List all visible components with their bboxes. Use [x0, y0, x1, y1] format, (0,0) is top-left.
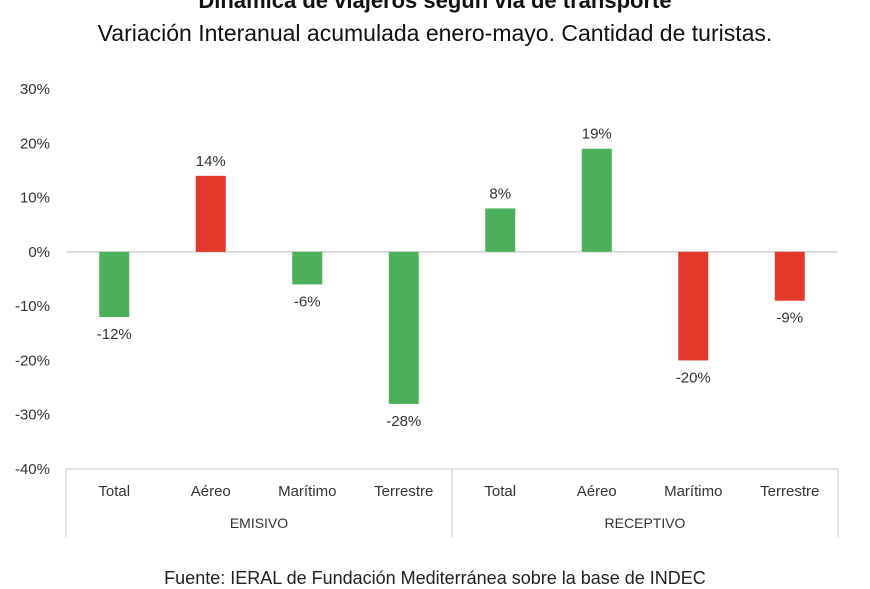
bar	[581, 148, 612, 252]
category-label: Total	[98, 483, 130, 500]
y-tick-label: 10%	[20, 190, 50, 207]
y-tick-label: 0%	[28, 244, 50, 261]
chart-title: Dinámica de viajeros según vía de transp…	[198, 0, 672, 13]
data-label: -6%	[294, 293, 321, 310]
category-label: Marítimo	[664, 483, 722, 500]
bar	[292, 251, 323, 285]
data-label: -9%	[776, 310, 803, 327]
data-label: -20%	[676, 369, 711, 386]
category-label: Marítimo	[278, 483, 336, 500]
category-label: Aéreo	[577, 483, 617, 500]
data-label: 8%	[489, 185, 511, 202]
category-label: Terrestre	[760, 483, 819, 500]
y-tick-label: 20%	[20, 135, 50, 152]
y-tick-label: -10%	[15, 298, 50, 315]
y-tick-label: -40%	[15, 461, 50, 478]
bar	[678, 251, 709, 361]
bar	[388, 251, 419, 404]
y-tick-label: -30%	[15, 407, 50, 424]
category-label: Total	[484, 483, 516, 500]
group-label: RECEPTIVO	[605, 515, 686, 531]
bar	[99, 251, 130, 317]
bar	[195, 175, 226, 252]
group-label: EMISIVO	[230, 515, 288, 531]
y-tick-label: 30%	[20, 81, 50, 98]
data-label: 19%	[582, 126, 612, 143]
chart-subtitle: Variación Interanual acumulada enero-may…	[97, 20, 773, 46]
source-note: Fuente: IERAL de Fundación Mediterránea …	[164, 568, 706, 588]
data-label: -28%	[386, 413, 421, 430]
y-tick-label: -20%	[15, 352, 50, 369]
data-label: 14%	[196, 153, 226, 170]
category-label: Terrestre	[374, 483, 433, 500]
category-label: Aéreo	[191, 483, 231, 500]
bar	[485, 208, 516, 252]
bar	[774, 251, 805, 301]
data-label: -12%	[97, 326, 132, 343]
